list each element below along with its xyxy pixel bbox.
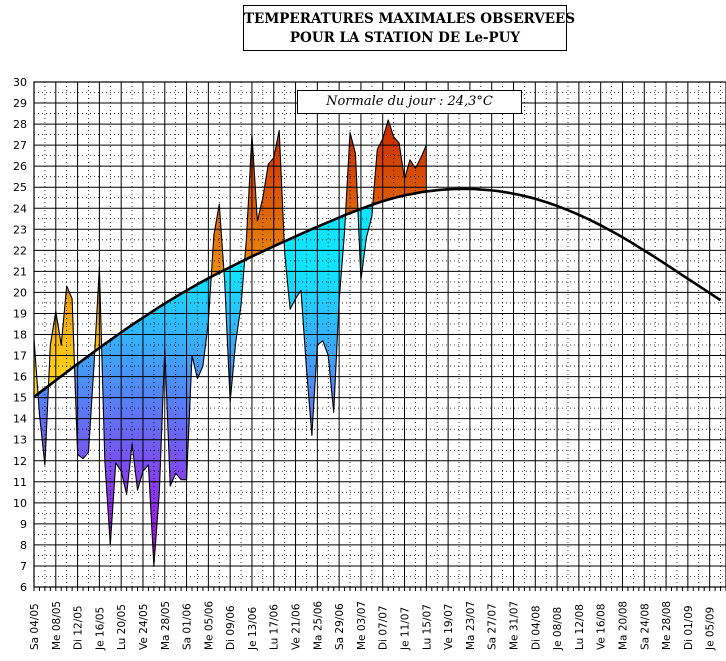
normal-annotation: Normale du jour : 24,3°C (297, 90, 522, 114)
y-tick-label: 13 (13, 434, 27, 447)
y-tick-label: 8 (20, 539, 27, 552)
y-tick-label: 15 (13, 392, 27, 405)
y-tick-label: 11 (13, 476, 27, 489)
y-tick-label: 21 (13, 265, 27, 278)
y-tick-label: 18 (13, 329, 27, 342)
y-tick-label: 9 (20, 518, 27, 531)
y-tick-label: 6 (20, 581, 27, 594)
chart-title: TEMPERATURES MAXIMALES OBSERVEES POUR LA… (243, 5, 576, 51)
x-tick-label: Lu 17/06 (269, 604, 281, 650)
x-tick-label: Di 12/05 (73, 605, 85, 650)
x-tick-label: Je 11/07 (400, 607, 412, 651)
plot-frame (33, 81, 726, 588)
x-tick-label: Ve 24/05 (138, 604, 150, 650)
x-tick-label: Sa 01/06 (182, 603, 194, 650)
x-tick-label: Me 08/05 (51, 601, 63, 650)
x-tick-label: Di 01/09 (683, 605, 695, 650)
y-tick-label: 28 (13, 118, 27, 131)
y-tick-label: 14 (13, 413, 27, 426)
x-tick-label: Je 13/06 (247, 607, 259, 651)
y-tick-label: 23 (13, 223, 27, 236)
x-tick-label: Ma 20/08 (617, 601, 629, 650)
x-tick-label: Ve 21/06 (291, 603, 303, 650)
y-tick-label: 12 (13, 455, 27, 468)
x-tick-label: Ma 25/06 (312, 601, 324, 650)
x-tick-label: Di 07/07 (378, 605, 390, 650)
x-tick-label: Je 08/08 (552, 607, 564, 651)
y-axis-labels: 6 7 8 9 10 11 12 13 14 15 16 17 18 19 20 21 22 23 24 25 26 27… (13, 76, 27, 594)
y-tick-label: 27 (13, 139, 27, 152)
x-tick-label: Lu 20/05 (116, 604, 128, 650)
y-tick-label: 25 (13, 181, 27, 194)
observed-temperature-line (33, 119, 427, 567)
x-tick-label: Ve 19/07 (443, 604, 455, 650)
y-tick-label: 10 (13, 497, 27, 510)
x-tick-label: Ma 23/07 (465, 601, 477, 650)
y-tick-label: 30 (13, 76, 27, 89)
x-tick-label: Sa 27/07 (487, 603, 499, 650)
y-tick-label: 7 (20, 560, 27, 573)
y-tick-label: 22 (13, 244, 27, 257)
x-tick-label: Di 04/08 (530, 605, 542, 650)
y-tick-label: 19 (13, 307, 27, 320)
x-tick-label: Sa 24/08 (639, 603, 651, 650)
y-tick-label: 29 (13, 97, 27, 110)
y-tick-label: 26 (13, 160, 27, 173)
normal-temperature-line (33, 187, 722, 399)
x-tick-label: Me 28/08 (661, 601, 673, 650)
y-tick-label: 17 (13, 350, 27, 363)
x-tick-label: Sa 29/06 (334, 603, 346, 650)
x-tick-label: Je 16/05 (94, 607, 106, 651)
x-tick-label: Lu 12/08 (574, 604, 586, 650)
chart-title-line1: TEMPERATURES MAXIMALES OBSERVEES (244, 11, 576, 27)
x-tick-label: Me 03/07 (356, 601, 368, 650)
chart-title-line2: POUR LA STATION DE Le-PUY (289, 30, 521, 46)
x-tick-label: Di 09/06 (225, 605, 237, 650)
x-tick-label: Me 31/07 (508, 601, 520, 650)
x-tick-label: Je 05/09 (705, 607, 717, 651)
x-tick-label: Ve 16/08 (596, 604, 608, 650)
x-tick-label: Ma 28/05 (160, 601, 172, 650)
x-axis-labels: Sa 04/05 Me 08/05 Di 12/05 Je 16/05 Lu 20/05… (29, 601, 717, 651)
y-tick-label: 20 (13, 286, 27, 299)
line-layer (33, 119, 722, 567)
grid-layer (33, 81, 726, 591)
y-tick-label: 16 (13, 371, 27, 384)
y-tick-label: 24 (13, 202, 27, 215)
x-tick-label: Me 05/06 (203, 601, 215, 650)
x-tick-label: Sa 04/05 (29, 603, 41, 650)
x-tick-label: Lu 15/07 (421, 604, 433, 650)
